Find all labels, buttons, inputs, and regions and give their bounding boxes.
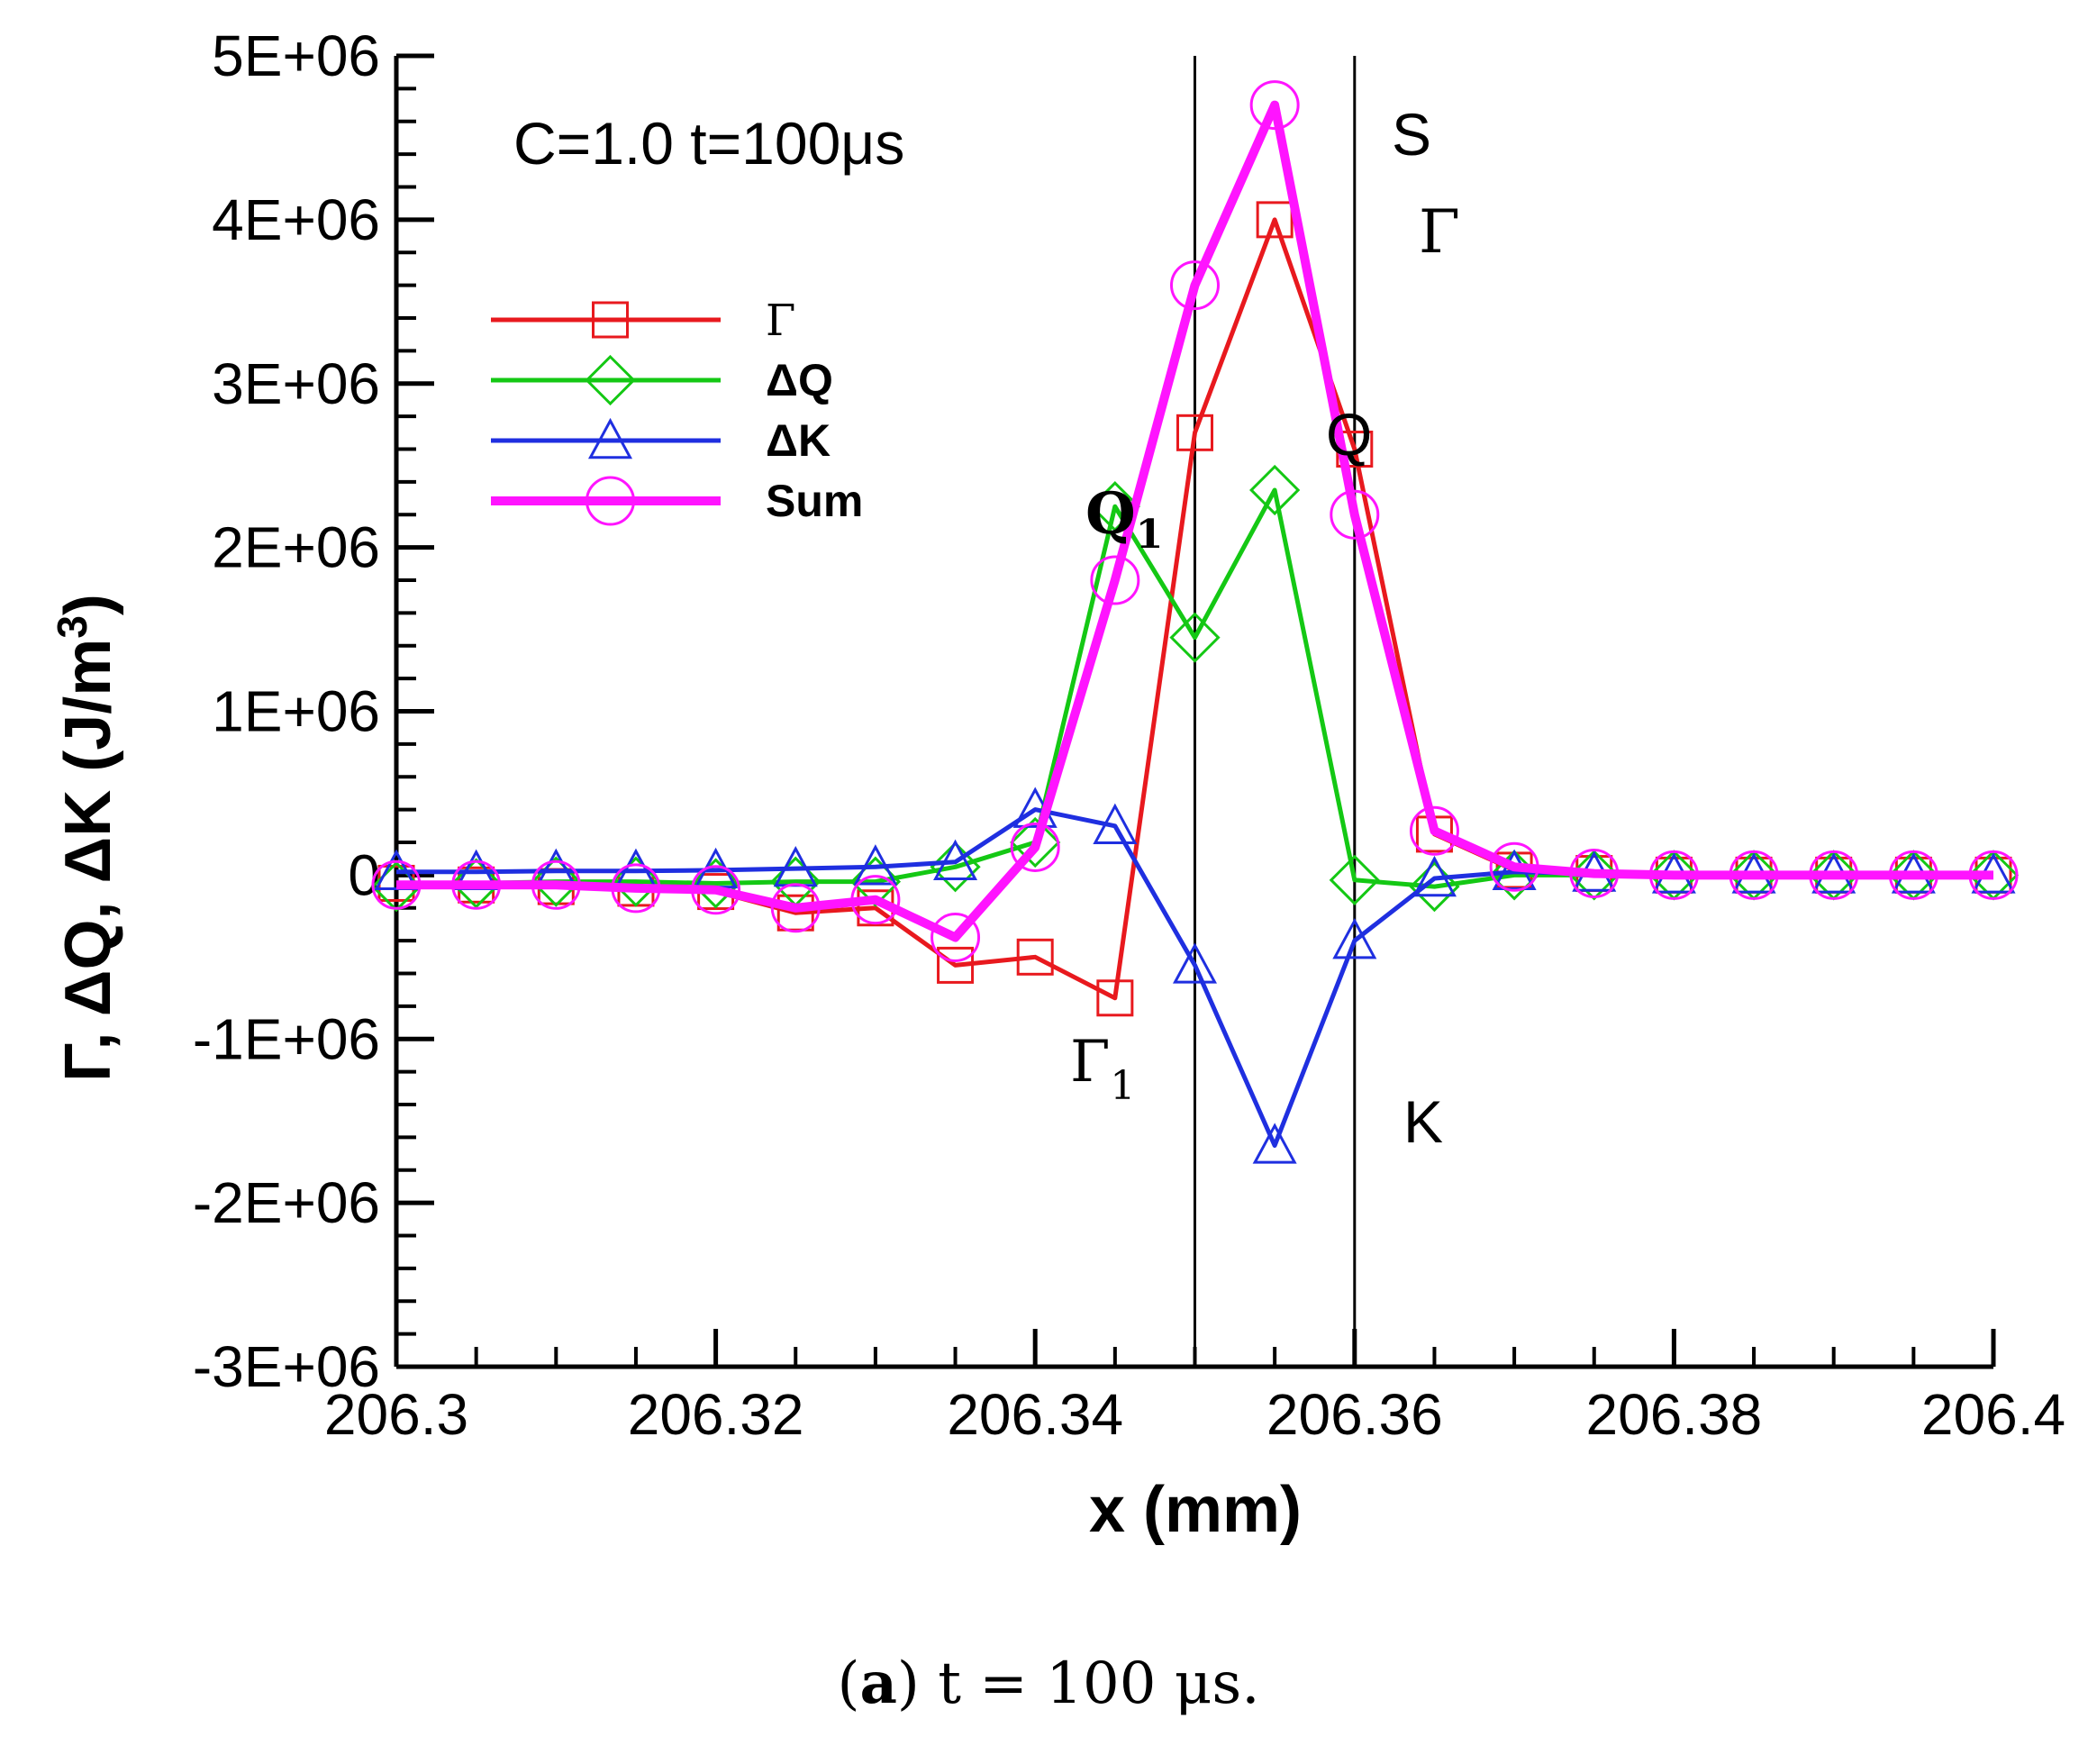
x-tick-label: 206.36 <box>1266 1382 1443 1447</box>
data-point-3-7 <box>930 912 981 962</box>
x-tick-label: 206.38 <box>1586 1382 1763 1447</box>
data-point-0-11 <box>1256 201 1294 239</box>
data-point-2-10 <box>1172 942 1218 984</box>
y-tick-label: 5E+06 <box>212 23 380 88</box>
legend-marker-2 <box>587 417 633 459</box>
label-S: S <box>1392 101 1431 168</box>
data-point-0-10 <box>1176 414 1213 451</box>
reference-lines <box>1194 56 1357 1367</box>
data-point-1-15 <box>1568 850 1620 901</box>
legend-marker-1 <box>585 354 636 406</box>
series-line-3 <box>396 100 1993 942</box>
annotation-title: C=1.0 t=100μs <box>513 110 904 177</box>
data-point-2-7 <box>933 839 978 881</box>
label-Gamma1-sub: 1 <box>1110 1063 1135 1109</box>
y-axis-title-main: Γ, ΔQ, ΔK (J/m <box>52 639 124 1082</box>
data-point-3-13 <box>1409 805 1459 856</box>
series-layer <box>370 80 2020 1164</box>
data-point-3-1 <box>451 859 502 910</box>
data-point-2-13 <box>1412 855 1457 897</box>
data-point-1-12 <box>1329 854 1380 905</box>
data-point-3-3 <box>611 863 661 914</box>
label-Q1-sub: 1 <box>1136 512 1164 558</box>
y-tick-label: 1E+06 <box>212 679 380 744</box>
legend-label-1: ΔQ <box>766 355 833 405</box>
label-Q: Q <box>1326 401 1372 468</box>
label-Q1-main: Q <box>1085 480 1136 548</box>
data-point-3-11 <box>1249 80 1300 131</box>
label-Gamma1-main: Γ <box>1070 1029 1110 1096</box>
label-Gamma: Γ <box>1419 197 1460 267</box>
legend-marker-3 <box>586 476 635 526</box>
data-point-2-9 <box>1093 803 1138 845</box>
y-tick-label: 2E+06 <box>212 515 380 580</box>
y-tick-label: 3E+06 <box>212 351 380 416</box>
caption-close-paren: ) <box>897 1650 920 1717</box>
series-3 <box>371 80 2019 962</box>
data-point-1-1 <box>450 858 502 909</box>
data-point-3-10 <box>1170 260 1220 311</box>
y-tick-label: -2E+06 <box>193 1170 380 1235</box>
label-Gamma1: Γ1 <box>1070 1029 1135 1109</box>
data-point-3-14 <box>1489 841 1539 892</box>
data-point-3-8 <box>1010 822 1060 872</box>
data-point-1-7 <box>930 841 981 893</box>
data-point-3-17 <box>1729 850 1779 900</box>
y-tick-label: 4E+06 <box>212 187 380 252</box>
data-point-3-15 <box>1569 849 1620 899</box>
label-K: K <box>1403 1088 1443 1155</box>
data-point-3-19 <box>1888 850 1938 900</box>
data-point-0-9 <box>1096 979 1134 1017</box>
x-tick-label: 206.4 <box>1921 1382 2065 1447</box>
data-point-3-12 <box>1330 489 1380 540</box>
data-point-1-10 <box>1169 612 1221 663</box>
data-point-3-4 <box>691 865 741 915</box>
ticks: -3E+06-2E+06-1E+0601E+062E+063E+064E+065… <box>193 23 2065 1447</box>
data-point-3-6 <box>850 875 901 925</box>
data-point-3-5 <box>770 883 821 933</box>
caption-open-paren: ( <box>837 1650 859 1717</box>
y-axis-title-sup: 3 <box>49 615 95 639</box>
x-axis-title: x (mm) <box>1089 1474 1302 1546</box>
legend-label-3: Sum <box>766 476 863 526</box>
figure-caption: (a) t = 100 μs. <box>837 1650 1259 1717</box>
legend: Γ ΔQ ΔK Sum <box>491 296 863 526</box>
data-point-1-4 <box>690 858 741 909</box>
caption-label: a <box>859 1650 896 1717</box>
data-point-2-12 <box>1332 917 1377 959</box>
data-point-3-18 <box>1809 850 1859 900</box>
y-tick-label: -3E+06 <box>193 1334 380 1399</box>
x-tick-label: 206.32 <box>628 1382 804 1447</box>
data-point-3-16 <box>1648 850 1699 900</box>
data-point-3-0 <box>371 859 422 910</box>
legend-label-2: ΔK <box>766 415 831 466</box>
data-point-0-8 <box>1016 938 1054 976</box>
data-point-3-20 <box>1968 850 2019 900</box>
legend-label-0: Γ <box>766 296 795 346</box>
caption-text: t = 100 μs. <box>920 1650 1260 1717</box>
data-point-1-11 <box>1249 464 1301 516</box>
y-axis-title: Γ, ΔQ, ΔK (J/m3) <box>49 594 124 1082</box>
x-tick-label: 206.34 <box>947 1382 1123 1447</box>
data-point-1-3 <box>610 856 662 907</box>
data-point-2-11 <box>1252 1123 1297 1164</box>
data-point-1-8 <box>1010 816 1061 868</box>
data-point-0-5 <box>776 894 814 932</box>
label-Q1: Q1 <box>1085 480 1163 558</box>
data-point-1-2 <box>531 856 582 907</box>
data-point-2-6 <box>853 844 898 886</box>
y-axis-title-close: ) <box>52 594 124 615</box>
data-point-1-9 <box>1089 481 1140 532</box>
data-point-3-9 <box>1090 555 1140 605</box>
y-tick-label: -1E+06 <box>193 1006 380 1071</box>
legend-marker-0 <box>592 301 629 339</box>
data-point-3-2 <box>531 859 581 910</box>
x-tick-label: 206.3 <box>324 1382 468 1447</box>
data-point-0-7 <box>937 946 975 984</box>
